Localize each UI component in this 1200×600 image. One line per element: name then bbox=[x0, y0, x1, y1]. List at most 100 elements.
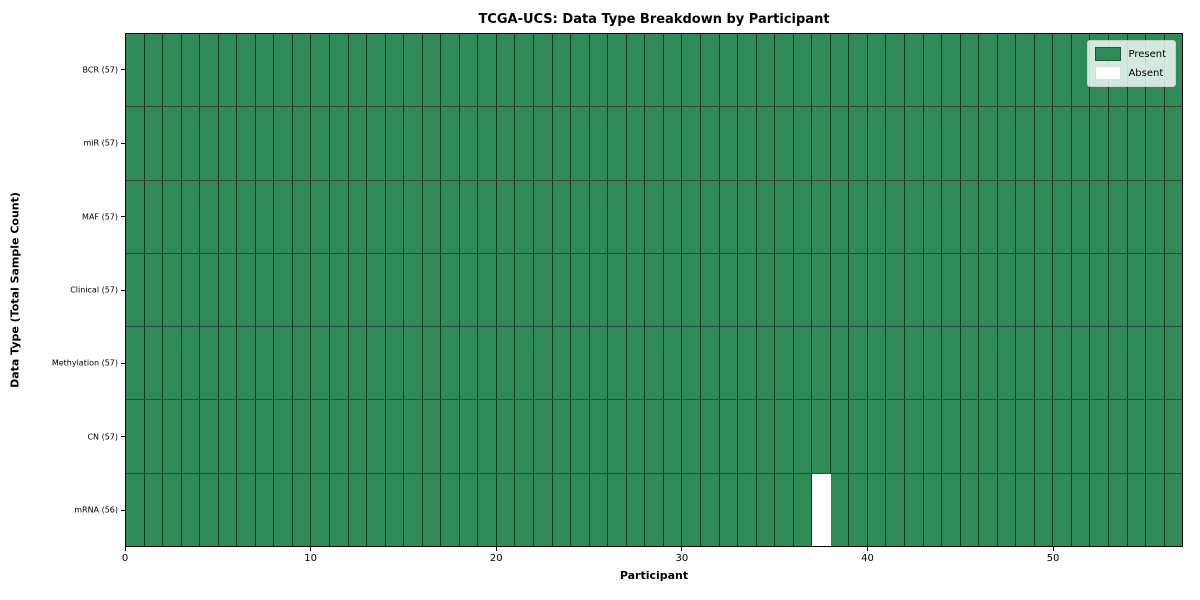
heatmap-cell bbox=[292, 327, 312, 400]
heatmap-cell bbox=[181, 180, 201, 253]
heatmap-cell bbox=[812, 107, 831, 180]
heatmap-cell bbox=[1053, 107, 1072, 180]
y-tick-mark bbox=[121, 69, 125, 71]
heatmap-cell bbox=[441, 327, 460, 400]
heatmap-cell bbox=[960, 473, 980, 546]
heatmap-cell bbox=[608, 34, 627, 107]
heatmap-cell bbox=[626, 180, 646, 253]
heatmap-cell bbox=[700, 34, 720, 107]
heatmap-cell bbox=[1071, 107, 1091, 180]
heatmap-cell bbox=[663, 400, 683, 473]
heatmap-cell bbox=[404, 473, 423, 546]
heatmap-cell bbox=[923, 327, 943, 400]
heatmap-cell bbox=[589, 327, 609, 400]
heatmap-cell bbox=[515, 473, 535, 546]
heatmap-cell bbox=[422, 34, 442, 107]
heatmap-cell bbox=[478, 473, 497, 546]
heatmap-cell bbox=[867, 34, 887, 107]
heatmap-cell bbox=[663, 180, 683, 253]
heatmap-cell bbox=[385, 180, 405, 253]
heatmap-row-Clinical bbox=[126, 253, 1183, 328]
heatmap-cell bbox=[942, 34, 961, 107]
heatmap-cell bbox=[552, 107, 572, 180]
heatmap-cell bbox=[459, 34, 479, 107]
heatmap-cell bbox=[404, 253, 423, 327]
heatmap-cell bbox=[645, 253, 664, 327]
heatmap-cell bbox=[311, 253, 331, 327]
heatmap-cell bbox=[237, 473, 256, 546]
heatmap-cell bbox=[812, 180, 831, 253]
heatmap-cell bbox=[812, 34, 831, 107]
x-tick-mark bbox=[495, 547, 497, 551]
heatmap-cell bbox=[942, 253, 961, 327]
heatmap-cell bbox=[144, 180, 164, 253]
heatmap-cell bbox=[126, 327, 145, 400]
heatmap-cell bbox=[218, 400, 238, 473]
heatmap-cell bbox=[552, 327, 572, 400]
x-tick-label: 0 bbox=[121, 553, 129, 564]
x-tick-mark bbox=[124, 547, 126, 551]
heatmap-cell bbox=[367, 327, 386, 400]
heatmap-cell bbox=[793, 34, 813, 107]
y-tick-mark bbox=[121, 216, 125, 218]
heatmap-cell bbox=[478, 400, 497, 473]
heatmap-cell bbox=[738, 253, 757, 327]
heatmap-cell bbox=[255, 180, 275, 253]
x-tick-label: 20 bbox=[489, 553, 503, 564]
heatmap-cell bbox=[126, 253, 145, 327]
y-axis-label: Data Type (Total Sample Count) bbox=[8, 192, 22, 388]
heatmap-cell bbox=[126, 34, 145, 107]
heatmap-cell bbox=[255, 327, 275, 400]
heatmap-cell bbox=[237, 34, 256, 107]
heatmap-cell bbox=[1146, 473, 1165, 546]
heatmap-cell bbox=[608, 253, 627, 327]
heatmap-cell bbox=[589, 34, 609, 107]
heatmap-cell bbox=[608, 107, 627, 180]
heatmap-cell bbox=[812, 400, 831, 473]
y-tick-mark bbox=[121, 289, 125, 291]
heatmap-cell bbox=[218, 180, 238, 253]
heatmap-cell bbox=[348, 107, 368, 180]
heatmap-cell bbox=[589, 400, 609, 473]
heatmap-cell bbox=[552, 400, 572, 473]
heatmap-cell bbox=[218, 473, 238, 546]
heatmap-cell bbox=[181, 327, 201, 400]
heatmap-cell bbox=[515, 400, 535, 473]
heatmap-cell bbox=[1034, 473, 1054, 546]
heatmap-cell bbox=[886, 327, 905, 400]
heatmap-cell bbox=[348, 253, 368, 327]
heatmap-cell bbox=[589, 180, 609, 253]
heatmap-cell bbox=[626, 34, 646, 107]
heatmap-cell bbox=[1016, 34, 1035, 107]
heatmap-cell bbox=[997, 327, 1017, 400]
heatmap-cell bbox=[534, 473, 553, 546]
heatmap-cell bbox=[849, 400, 868, 473]
heatmap-cell bbox=[886, 473, 905, 546]
heatmap-cell bbox=[348, 34, 368, 107]
heatmap-cell bbox=[645, 107, 664, 180]
heatmap-cell bbox=[960, 180, 980, 253]
heatmap-cell bbox=[849, 34, 868, 107]
heatmap-cell bbox=[571, 473, 590, 546]
heatmap-cell bbox=[923, 400, 943, 473]
heatmap-cell bbox=[144, 34, 164, 107]
y-tick-label: CN (57) bbox=[87, 432, 118, 442]
heatmap-cell bbox=[330, 473, 349, 546]
heatmap-cell bbox=[404, 180, 423, 253]
heatmap-cell bbox=[163, 473, 182, 546]
heatmap-cell bbox=[515, 180, 535, 253]
legend-label: Present bbox=[1128, 48, 1166, 60]
heatmap-cell bbox=[1034, 107, 1054, 180]
heatmap-cell bbox=[478, 180, 497, 253]
heatmap-cell bbox=[571, 327, 590, 400]
heatmap-cell bbox=[385, 400, 405, 473]
heatmap-cell bbox=[645, 473, 664, 546]
heatmap-cell bbox=[1127, 253, 1147, 327]
heatmap-cell bbox=[979, 473, 998, 546]
heatmap-cell bbox=[775, 327, 794, 400]
heatmap-cell bbox=[496, 34, 516, 107]
heatmap-row-CN bbox=[126, 400, 1183, 474]
heatmap-cell bbox=[478, 107, 497, 180]
plot-area bbox=[125, 33, 1183, 547]
heatmap-cell bbox=[645, 180, 664, 253]
